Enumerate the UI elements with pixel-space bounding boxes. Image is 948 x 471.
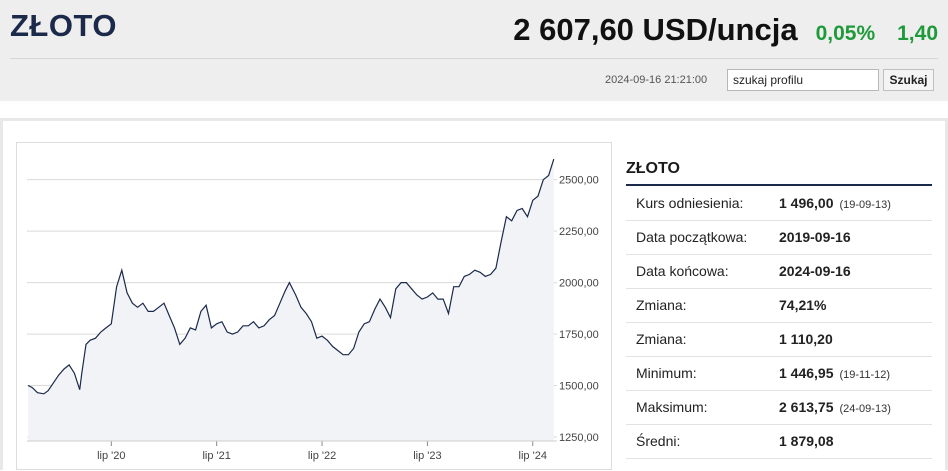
info-row: Maksimum: 2 613,75 (24-09-13) bbox=[626, 390, 932, 424]
search-button[interactable]: Szukaj bbox=[883, 69, 934, 91]
info-title: ZŁOTO bbox=[626, 158, 932, 186]
y-tick-label: 1750,00 bbox=[559, 329, 599, 341]
info-value: 1 110,20 bbox=[779, 322, 932, 356]
info-value-text: 1 446,95 bbox=[779, 365, 834, 381]
info-value-date: (24-09-13) bbox=[839, 403, 891, 415]
y-tick-label: 2500,00 bbox=[559, 175, 599, 187]
current-price: 2 607,60 USD/uncja bbox=[513, 12, 798, 47]
price-chart: 1250,00 1500,00 1750,00 2000,00 2250,00 2500,… bbox=[16, 142, 612, 470]
info-panel: ZŁOTO Kurs odniesienia: 1 496,00 (19-09-13… bbox=[626, 158, 932, 459]
x-tick-label: lip '20 bbox=[97, 450, 125, 462]
header-divider bbox=[10, 58, 938, 59]
info-label: Data początkowa: bbox=[636, 229, 748, 245]
x-tick-label: lip '24 bbox=[519, 450, 547, 462]
info-value: 2024-09-16 bbox=[779, 254, 932, 288]
change-absolute: 1,40 bbox=[897, 22, 938, 45]
info-row: Kurs odniesienia: 1 496,00 (19-09-13) bbox=[626, 186, 932, 220]
info-value: 2 613,75 (24-09-13) bbox=[779, 390, 932, 424]
x-tick-label: lip '22 bbox=[308, 450, 336, 462]
x-tick-label: lip '21 bbox=[202, 450, 230, 462]
info-value: 1 446,95 (19-11-12) bbox=[779, 356, 932, 390]
info-value-text: 2019-09-16 bbox=[779, 229, 851, 245]
info-row: Minimum: 1 446,95 (19-11-12) bbox=[626, 356, 932, 390]
y-tick-label: 1250,00 bbox=[559, 432, 599, 444]
info-value-date: (19-11-12) bbox=[839, 369, 891, 381]
info-row: Data końcowa: 2024-09-16 bbox=[626, 254, 932, 288]
series-area bbox=[28, 159, 554, 441]
info-row: Data początkowa: 2019-09-16 bbox=[626, 220, 932, 254]
quote-timestamp: 2024-09-16 21:21:00 bbox=[605, 74, 708, 86]
info-value-date: (19-09-13) bbox=[839, 198, 891, 211]
info-value: 1 879,08 bbox=[779, 424, 932, 458]
info-value: 1 496,00 (19-09-13) bbox=[779, 186, 932, 220]
x-tick-label: lip '23 bbox=[413, 450, 441, 462]
info-value: 2019-09-16 bbox=[779, 220, 932, 254]
info-label: Minimum: bbox=[636, 365, 697, 381]
info-row: Zmiana: 74,21% bbox=[626, 288, 932, 322]
info-label: Kurs odniesienia: bbox=[636, 194, 744, 211]
info-row: Średni: 1 879,08 bbox=[626, 424, 932, 458]
y-tick-label: 1500,00 bbox=[559, 381, 599, 393]
info-value-text: 1 879,08 bbox=[779, 433, 834, 449]
y-tick-label: 2000,00 bbox=[559, 278, 599, 290]
info-label: Maksimum: bbox=[636, 399, 708, 415]
info-value-text: 1 110,20 bbox=[779, 331, 833, 347]
content-panel bbox=[0, 118, 948, 470]
info-value-text: 1 496,00 bbox=[779, 194, 834, 211]
info-row: Zmiana: 1 110,20 bbox=[626, 322, 932, 356]
chart-canvas: 1250,00 1500,00 1750,00 2000,00 2250,00 2500,… bbox=[27, 153, 599, 462]
info-label: Średni: bbox=[636, 433, 681, 449]
info-value-text: 2024-09-16 bbox=[779, 263, 851, 279]
series-line bbox=[27, 158, 555, 395]
info-label: Data końcowa: bbox=[636, 263, 729, 279]
info-label: Zmiana: bbox=[636, 297, 687, 313]
info-value-text: 2 613,75 bbox=[779, 399, 834, 415]
info-value: 74,21% bbox=[779, 288, 932, 322]
quote-summary: 2 607,60 USD/uncja 0,05% 1,40 bbox=[513, 12, 938, 48]
y-tick-label: 2250,00 bbox=[559, 226, 599, 238]
change-percent: 0,05% bbox=[815, 22, 876, 45]
info-table: Kurs odniesienia: 1 496,00 (19-09-13) Data… bbox=[626, 186, 932, 459]
info-label: Zmiana: bbox=[636, 331, 687, 347]
info-value-text: 74,21% bbox=[779, 297, 827, 313]
header-bar: ZŁOTO 2 607,60 USD/uncja 0,05% 1,40 2024… bbox=[0, 0, 948, 101]
page-title: ZŁOTO bbox=[10, 8, 117, 43]
profile-search-input[interactable] bbox=[727, 69, 879, 91]
